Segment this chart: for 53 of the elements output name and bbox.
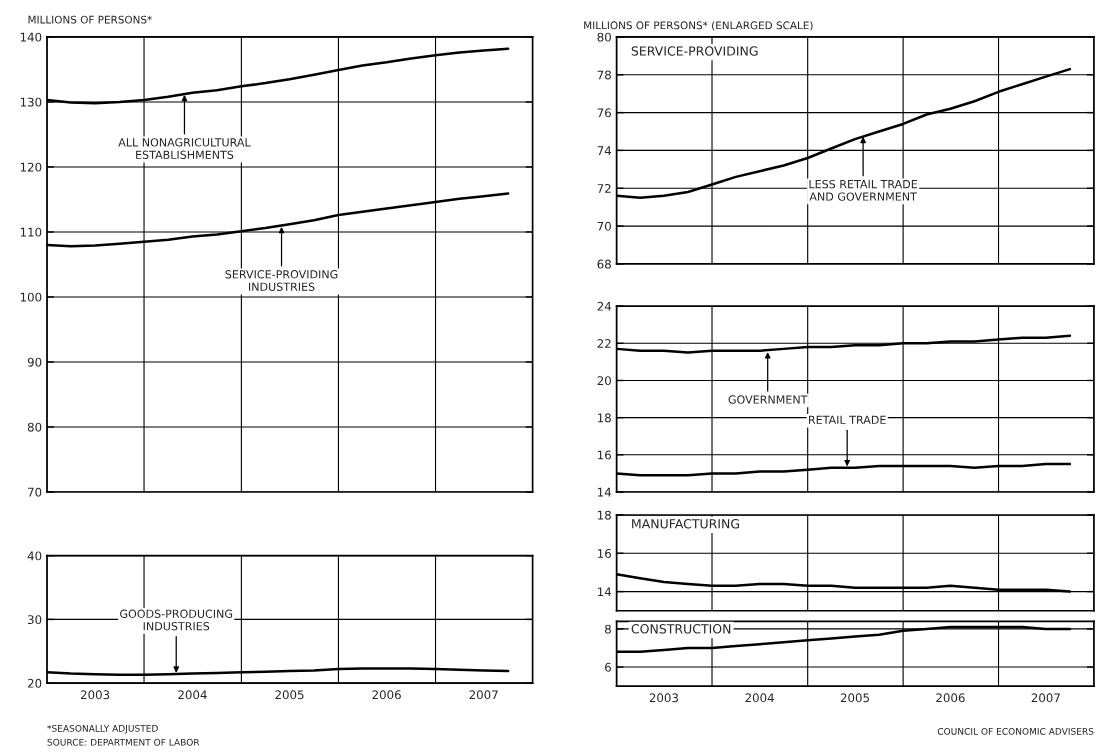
y-tick-label: 110 xyxy=(20,227,42,237)
y-tick-label: 22 xyxy=(597,339,611,348)
y-tick-label: 70 xyxy=(28,487,42,497)
y-tick-label: 78 xyxy=(597,70,611,80)
x-tick-label: 2007 xyxy=(1031,693,1060,703)
y-tick-label: 24 xyxy=(597,301,612,311)
y-tick-label: 100 xyxy=(20,292,42,302)
x-tick-label: 2006 xyxy=(372,690,401,700)
annotation: LESS RETAIL TRADE AND GOVERNMENT xyxy=(809,179,918,201)
chart-subtitle: MILLIONS OF PERSONS* (ENLARGED SCALE) xyxy=(584,21,813,31)
y-tick-label: 80 xyxy=(27,422,42,432)
annotation: ALL NONAGRICULTURAL ESTABLISHMENTS xyxy=(118,138,251,159)
x-tick-label: 2006 xyxy=(936,693,965,703)
x-tick-label: 2005 xyxy=(840,693,869,703)
y-tick-label: 76 xyxy=(597,108,611,118)
y-tick-label: 68 xyxy=(597,259,611,269)
x-tick-label: 2007 xyxy=(469,690,498,700)
y-tick-label: 30 xyxy=(27,615,42,625)
y-tick-label: 8 xyxy=(605,624,611,634)
annotation: GOVERNMENT xyxy=(728,395,808,404)
y-tick-label: 18 xyxy=(598,413,611,423)
chart-title: MANUFACTURING xyxy=(632,519,740,529)
y-tick-label: 74 xyxy=(597,146,612,155)
y-tick-label: 16 xyxy=(598,450,611,460)
x-tick-label: 2003 xyxy=(80,690,110,700)
chart-subtitle: MILLIONS OF PERSONS* xyxy=(28,15,152,24)
y-tick-label: 14 xyxy=(598,587,612,597)
y-tick-label: 20 xyxy=(27,678,42,688)
chart-title: CONSTRUCTION xyxy=(631,624,731,634)
y-tick-label: 20 xyxy=(597,376,611,386)
y-tick-label: 90 xyxy=(27,357,42,367)
source-note: SOURCE: DEPARTMENT OF LABOR xyxy=(47,738,200,746)
y-tick-label: 80 xyxy=(597,32,611,42)
annotation: GOODS-PRODUCING INDUSTRIES xyxy=(120,609,233,631)
y-tick-label: 40 xyxy=(27,551,42,561)
x-tick-label: 2004 xyxy=(745,693,774,703)
x-tick-label: 2003 xyxy=(649,693,678,703)
y-tick-label: 6 xyxy=(605,662,611,672)
x-tick-label: 2005 xyxy=(275,690,304,700)
annotation: RETAIL TRADE xyxy=(809,415,886,424)
y-tick-label: 140 xyxy=(20,32,42,42)
y-tick-label: 120 xyxy=(20,162,42,172)
y-tick-label: 72 xyxy=(597,183,611,193)
y-tick-label: 70 xyxy=(597,221,611,231)
text: SERVICE-PROVIDING xyxy=(631,46,758,56)
x-tick-label: 2004 xyxy=(178,690,207,700)
annotation: SERVICE-PROVIDING INDUSTRIES xyxy=(225,270,338,291)
y-tick-label: 130 xyxy=(20,97,42,107)
text: *SEASONALLY ADJUSTED xyxy=(47,724,158,734)
y-tick-label: 18 xyxy=(598,510,611,520)
y-tick-label: 16 xyxy=(598,549,611,558)
text: COUNCIL OF ECONOMIC ADVISERS xyxy=(937,727,1094,735)
y-tick-label: 14 xyxy=(598,487,612,497)
